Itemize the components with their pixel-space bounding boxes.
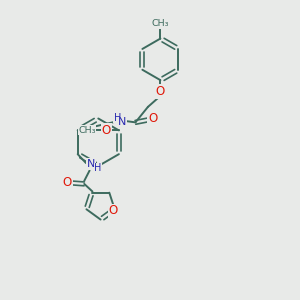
Text: N: N — [87, 159, 95, 169]
Text: O: O — [148, 112, 157, 125]
Text: CH₃: CH₃ — [78, 126, 95, 135]
Text: CH₃: CH₃ — [152, 19, 169, 28]
Text: H: H — [94, 163, 102, 173]
Text: O: O — [63, 176, 72, 189]
Text: O: O — [109, 204, 118, 217]
Text: O: O — [156, 85, 165, 98]
Text: O: O — [102, 124, 111, 137]
Text: N: N — [118, 117, 126, 128]
Text: H: H — [114, 113, 121, 123]
